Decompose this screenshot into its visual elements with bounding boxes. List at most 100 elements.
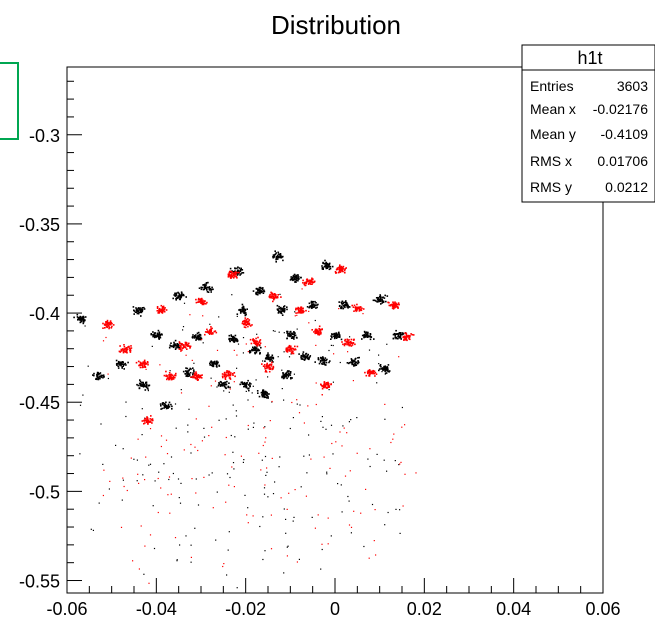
black-point: [379, 294, 381, 296]
black-point: [358, 356, 360, 359]
red-point: [143, 364, 146, 367]
black-point: [241, 310, 243, 313]
red-tail-point: [321, 543, 323, 545]
black-point: [230, 334, 232, 336]
black-tail-point: [348, 500, 350, 502]
black-point: [236, 313, 239, 315]
black-point: [304, 358, 307, 360]
red-tail-point: [145, 456, 147, 458]
black-point: [205, 288, 208, 290]
red-point: [308, 282, 310, 285]
red-point: [150, 415, 152, 417]
black-point: [384, 365, 387, 367]
red-tail-point: [374, 509, 376, 511]
red-point: [312, 278, 314, 280]
black-point: [120, 364, 122, 367]
black-tail-point: [401, 406, 403, 409]
black-point: [174, 345, 176, 347]
red-tail-point: [211, 426, 213, 428]
black-point: [338, 331, 340, 334]
red-point: [169, 373, 172, 376]
red-point: [268, 366, 271, 369]
black-point: [188, 369, 191, 371]
black-point: [103, 376, 105, 378]
red-tail-point: [269, 420, 271, 422]
black-tail-point: [210, 377, 212, 379]
black-point: [295, 277, 298, 280]
black-tail-point: [279, 456, 281, 458]
red-tail-point: [266, 371, 268, 373]
red-tail-point: [264, 441, 266, 443]
black-tail-point: [90, 528, 92, 530]
black-point: [84, 319, 86, 321]
black-tail-point: [264, 455, 267, 458]
red-point: [272, 297, 275, 299]
red-tail-point: [315, 403, 317, 406]
red-point: [129, 351, 132, 353]
black-point: [99, 377, 101, 380]
black-point: [306, 354, 309, 357]
black-point: [290, 333, 292, 335]
red-tail-point: [286, 508, 288, 510]
black-point: [382, 300, 384, 303]
black-tail-point: [248, 383, 250, 385]
black-point: [351, 360, 354, 363]
black-tail-point: [371, 503, 374, 506]
black-point: [76, 313, 79, 316]
red-point: [211, 327, 213, 330]
red-tail-point: [145, 368, 147, 370]
red-point: [309, 280, 312, 283]
red-point: [351, 304, 353, 307]
black-point: [264, 360, 266, 362]
red-point: [312, 281, 315, 284]
black-point: [293, 274, 295, 277]
red-tail-point: [353, 510, 355, 512]
black-point: [244, 311, 246, 314]
red-tail-point: [120, 526, 123, 528]
black-point: [292, 279, 294, 282]
black-point: [139, 384, 142, 386]
black-point: [363, 335, 365, 338]
red-point: [195, 371, 197, 373]
black-tail-point: [283, 399, 285, 401]
black-point: [269, 358, 271, 360]
black-tail-point: [79, 404, 82, 406]
black-point: [282, 377, 285, 380]
red-tail-point: [265, 437, 267, 439]
black-point: [325, 361, 328, 364]
black-tail-point: [320, 568, 322, 570]
black-point: [266, 355, 268, 357]
red-point: [403, 336, 405, 339]
red-point: [230, 276, 232, 278]
red-point: [111, 325, 113, 328]
black-point: [281, 256, 283, 259]
red-point: [249, 325, 252, 327]
red-point: [280, 296, 282, 298]
red-point: [106, 319, 109, 322]
black-point: [243, 385, 246, 388]
black-point: [346, 362, 349, 364]
black-tail-point: [175, 427, 177, 429]
red-point: [350, 338, 353, 341]
red-point: [272, 366, 275, 369]
red-point: [204, 331, 207, 333]
black-point: [351, 362, 354, 364]
red-tail-point: [339, 431, 341, 433]
black-point: [239, 270, 242, 273]
black-point: [268, 354, 270, 356]
red-point: [397, 302, 400, 304]
red-point: [213, 330, 216, 333]
red-point: [196, 375, 198, 378]
red-point: [126, 351, 128, 354]
red-point: [232, 273, 235, 275]
red-tail-point: [225, 436, 227, 439]
black-point: [347, 307, 349, 309]
black-point: [289, 371, 292, 373]
black-point: [195, 338, 198, 340]
red-point: [369, 373, 371, 375]
black-point: [255, 291, 257, 294]
red-point: [258, 341, 260, 344]
red-tail-point: [315, 344, 317, 346]
black-point: [186, 372, 189, 375]
axis-ticks: [66, 80, 604, 593]
